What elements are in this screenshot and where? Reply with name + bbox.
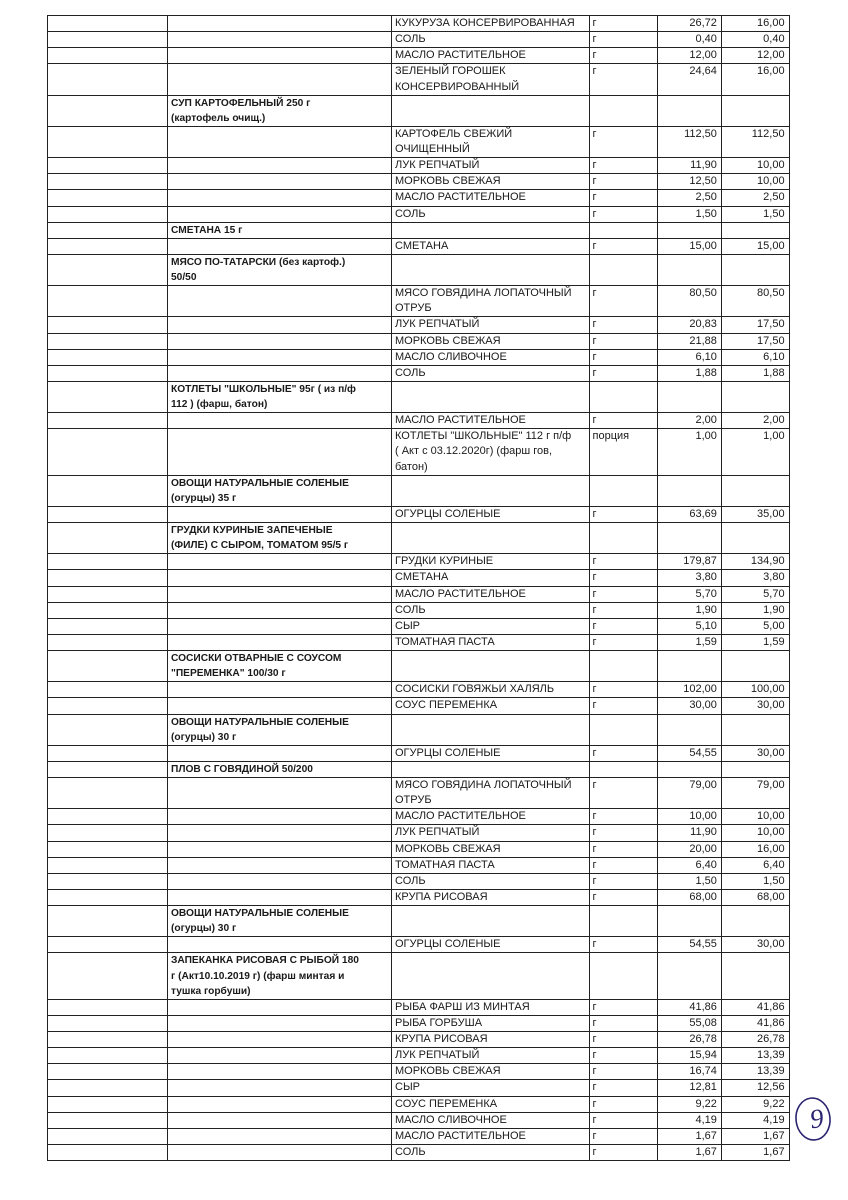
svg-text:9: 9	[808, 1103, 826, 1135]
